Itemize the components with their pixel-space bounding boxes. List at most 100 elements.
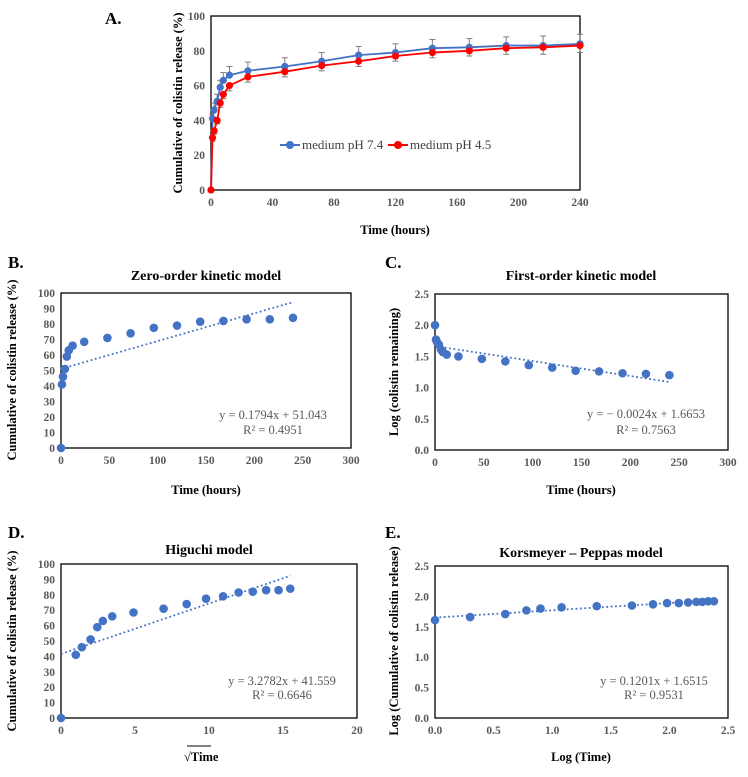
data-point xyxy=(79,337,89,347)
data-point xyxy=(281,62,289,71)
data-point xyxy=(216,83,224,91)
y-tick-label: 80 xyxy=(194,46,206,58)
y-tick-label: 0 xyxy=(199,185,205,197)
data-point xyxy=(219,316,228,326)
y-axis-label-b: Cumulative of colistin release (%) xyxy=(5,280,19,461)
x-tick-label: 1.0 xyxy=(545,725,560,737)
chart-title-d: Higuchi model xyxy=(165,543,253,558)
panel-a: A. Time (hours) Cumulative of colistin r… xyxy=(105,9,589,237)
data-point xyxy=(58,372,68,382)
data-point xyxy=(129,608,138,617)
equation-e: y = 0.1201x + 1.6515 xyxy=(600,674,708,688)
data-point xyxy=(539,43,547,51)
data-point xyxy=(274,585,283,595)
y-tick-label: 100 xyxy=(38,288,56,300)
y-tick-label: 100 xyxy=(188,11,206,23)
data-point xyxy=(207,186,215,194)
chart-title-c: First-order kinetic model xyxy=(506,269,657,284)
legend-marker-ph45 xyxy=(394,141,402,149)
data-point xyxy=(501,357,510,366)
data-point xyxy=(557,603,566,612)
scatter-points-c xyxy=(430,320,674,380)
scatter-points-d xyxy=(56,584,295,723)
data-point xyxy=(618,368,627,378)
x-tick-label: 10 xyxy=(203,725,215,737)
plot-frame-a xyxy=(210,15,581,191)
legend: medium pH 7.4 medium pH 4.5 xyxy=(280,137,491,152)
data-point xyxy=(244,67,252,75)
x-tick-label: 80 xyxy=(328,197,340,209)
x-axis-label-e: Log (Time) xyxy=(551,750,611,764)
x-tick-label: 120 xyxy=(387,197,405,209)
y-tick-label: 20 xyxy=(44,412,56,424)
data-point xyxy=(225,71,234,79)
plot-frame-d xyxy=(60,563,358,719)
legend-label-ph45: medium pH 4.5 xyxy=(410,137,491,152)
data-point xyxy=(709,596,719,606)
trendline-b xyxy=(60,301,294,370)
data-point xyxy=(92,622,102,632)
r-squared-c: R² = 0.7563 xyxy=(616,423,676,437)
data-point xyxy=(285,584,295,593)
data-point xyxy=(281,68,289,76)
data-point xyxy=(103,333,112,343)
x-tick-label: 0.5 xyxy=(486,725,501,737)
chart-title-e: Korsmeyer – Peppas model xyxy=(499,546,663,561)
x-tick-label: 250 xyxy=(671,457,689,469)
x-axis-label-a: Time (hours) xyxy=(360,223,430,237)
data-point xyxy=(430,320,440,330)
x-axis-label-c: Time (hours) xyxy=(546,483,616,497)
y-tick-label: 60 xyxy=(44,621,56,633)
data-point xyxy=(159,604,168,613)
x-tick-label: 160 xyxy=(448,197,466,209)
data-point xyxy=(465,47,473,55)
r-squared-b: R² = 0.4951 xyxy=(243,423,303,437)
y-tick-label: 2.5 xyxy=(415,561,430,573)
data-point xyxy=(218,592,228,601)
trendline-e xyxy=(434,599,714,619)
data-point xyxy=(248,587,258,597)
data-point xyxy=(68,341,77,351)
x-tick-label: 1.5 xyxy=(604,725,619,737)
data-point xyxy=(216,99,224,107)
series-line xyxy=(210,44,581,191)
data-point xyxy=(674,598,684,608)
y-tick-label: 0.5 xyxy=(415,683,430,695)
y-tick-label: 90 xyxy=(44,574,56,586)
data-point xyxy=(71,650,81,660)
data-point xyxy=(683,598,693,607)
data-point xyxy=(265,315,275,324)
y-tick-label: 2.5 xyxy=(415,289,430,301)
data-point xyxy=(57,380,67,389)
data-point xyxy=(149,323,159,333)
equation-c: y = − 0.0024x + 1.6653 xyxy=(587,407,705,421)
x-tick-label: 240 xyxy=(571,197,589,209)
data-point xyxy=(571,366,580,376)
data-point xyxy=(627,601,637,610)
y-tick-label: 90 xyxy=(44,304,56,316)
r-squared-e: R² = 0.9531 xyxy=(624,688,684,702)
data-point xyxy=(126,329,135,338)
data-point xyxy=(242,315,251,324)
legend-marker-ph74 xyxy=(286,141,294,149)
x-tick-label: 5 xyxy=(132,725,138,737)
data-point xyxy=(477,354,487,364)
data-point xyxy=(172,321,182,330)
axes-b: 0 50 100 150 200 250 300 0 10 20 30 40 50 60 70 80 90 100 xyxy=(38,288,360,467)
x-tick-label: 0 xyxy=(208,197,214,209)
data-point xyxy=(86,635,95,644)
x-tick-label: 100 xyxy=(524,457,542,469)
y-tick-label: 50 xyxy=(44,366,56,378)
data-point xyxy=(592,601,602,611)
x-tick-label: 200 xyxy=(246,455,264,467)
data-point xyxy=(208,134,217,142)
y-tick-label: 80 xyxy=(44,590,56,602)
x-tick-label: 150 xyxy=(197,455,215,467)
data-point xyxy=(182,599,191,609)
y-tick-label: 20 xyxy=(194,150,206,162)
data-point xyxy=(56,443,66,453)
y-tick-label: 60 xyxy=(44,350,56,362)
y-axis-label-d: Cumulative of colistin release (%) xyxy=(5,551,19,732)
data-point xyxy=(391,52,400,60)
scatter-points-e xyxy=(430,596,719,625)
